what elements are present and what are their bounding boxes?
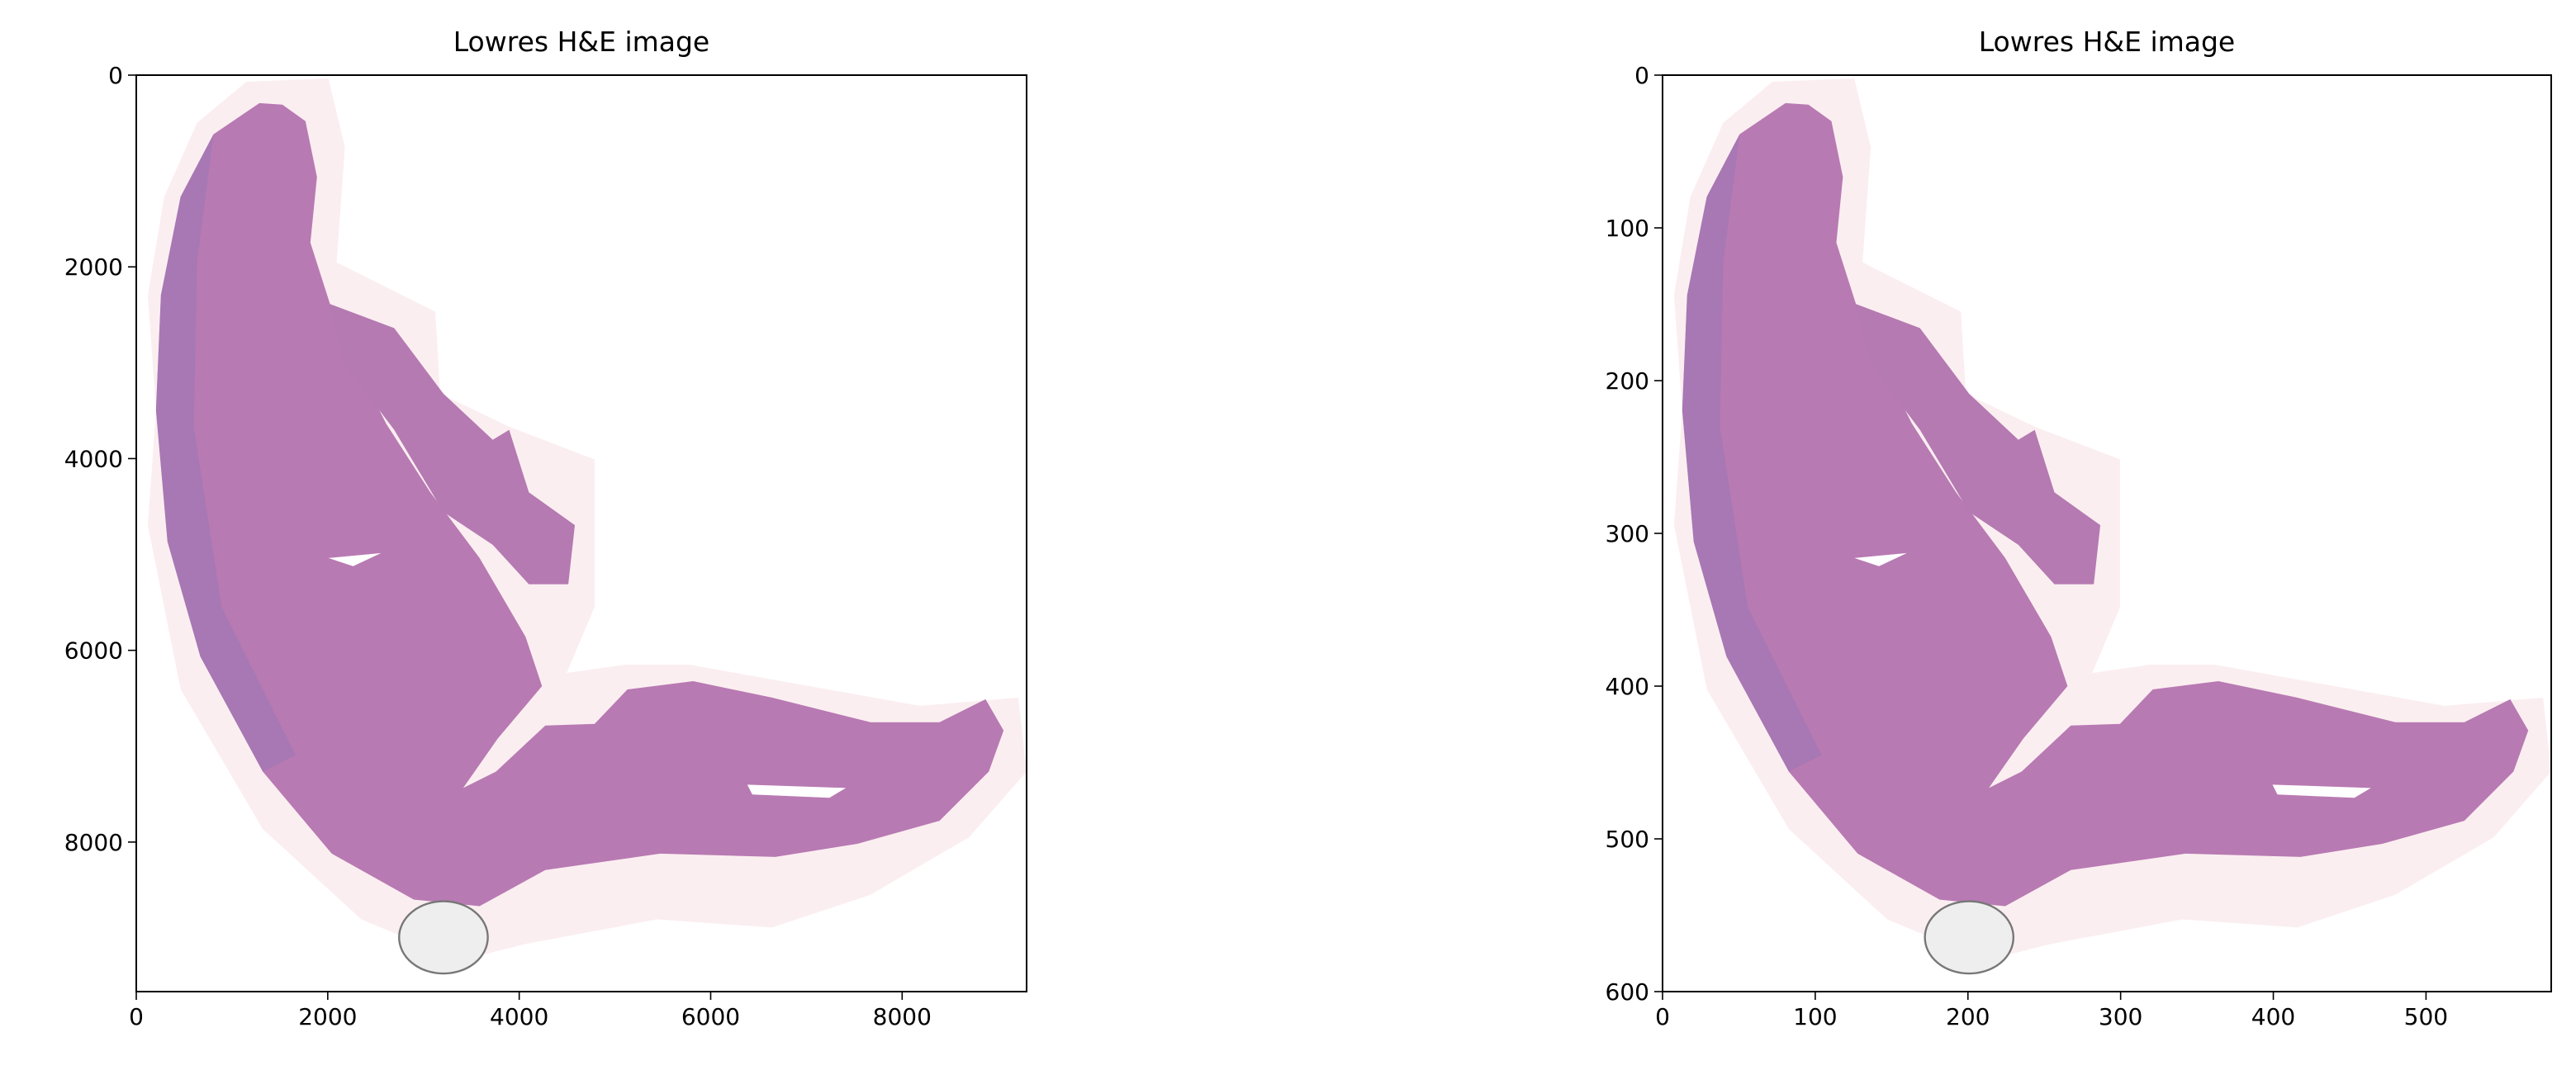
he-image xyxy=(1672,77,2553,975)
y-tick-label: 100 xyxy=(1606,215,1649,242)
y-tick-label: 500 xyxy=(1606,826,1649,853)
tissue xyxy=(146,77,1028,975)
x-tick-label: 200 xyxy=(1946,1003,1990,1030)
y-tick-label: 0 xyxy=(1634,62,1649,89)
panel: Lowres H&E image 0 2000 4000 6000 8000 0 2000 40… xyxy=(64,26,1028,1030)
x-tick-label: 6000 xyxy=(681,1003,740,1030)
y-tick-label: 600 xyxy=(1606,978,1649,1006)
y-tick-label: 0 xyxy=(108,62,123,89)
y-tick-label: 2000 xyxy=(64,253,123,281)
x-tick-label: 400 xyxy=(2251,1003,2295,1030)
x-tick-label: 2000 xyxy=(298,1003,357,1030)
panel-title: Lowres H&E image xyxy=(1979,26,2236,58)
y-tick-label: 4000 xyxy=(64,445,123,472)
x-tick-label: 100 xyxy=(1793,1003,1837,1030)
y-tick-label: 8000 xyxy=(64,829,123,856)
y-tick-label: 300 xyxy=(1606,520,1649,547)
panel: Lowres H&E image 0 100 200 300 400 500 0 100 200 3… xyxy=(1606,26,2553,1030)
y-tick-label: 400 xyxy=(1606,673,1649,700)
y-tick-label: 200 xyxy=(1606,367,1649,395)
x-tick-label: 500 xyxy=(2404,1003,2448,1030)
x-tick-label: 0 xyxy=(129,1003,144,1030)
he-image xyxy=(146,77,1028,975)
x-tick-label: 300 xyxy=(2099,1003,2142,1030)
x-tick-label: 8000 xyxy=(873,1003,932,1030)
y-tick-label: 6000 xyxy=(64,637,123,665)
axes-frame xyxy=(135,74,1027,992)
x-tick-label: 4000 xyxy=(490,1003,548,1030)
panel-title: Lowres H&E image xyxy=(453,26,710,58)
x-tick-label: 0 xyxy=(1655,1003,1670,1030)
tissue xyxy=(1672,77,2553,975)
